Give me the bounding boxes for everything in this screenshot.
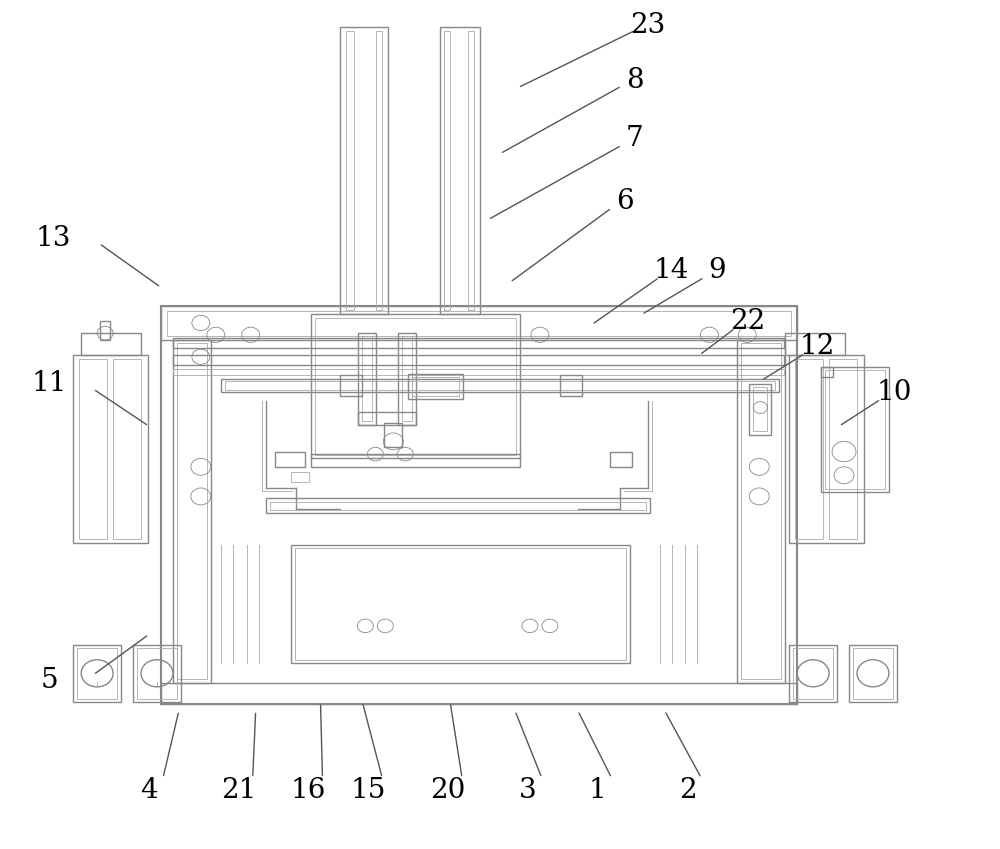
Bar — [412, 377, 459, 396]
Text: 6: 6 — [616, 188, 633, 216]
Bar — [358, 333, 376, 424]
Bar — [266, 498, 650, 514]
Text: 21: 21 — [221, 777, 256, 803]
Bar — [825, 370, 885, 489]
Text: 13: 13 — [36, 225, 71, 252]
Bar — [821, 367, 833, 377]
Bar — [137, 648, 177, 699]
Text: 11: 11 — [32, 370, 67, 397]
Text: 15: 15 — [351, 777, 386, 803]
Bar — [737, 340, 785, 683]
Bar — [749, 384, 771, 435]
Bar — [73, 355, 148, 543]
Bar — [795, 359, 823, 539]
Bar — [81, 333, 141, 355]
Bar — [311, 314, 520, 458]
Bar — [358, 412, 416, 424]
Bar — [167, 311, 791, 336]
Text: 12: 12 — [799, 333, 835, 360]
Bar — [408, 374, 463, 399]
Text: 10: 10 — [876, 379, 912, 406]
Bar — [275, 452, 305, 467]
Bar — [340, 375, 362, 396]
Bar — [789, 644, 837, 702]
Bar — [741, 343, 781, 679]
Bar — [376, 31, 382, 310]
Bar — [291, 472, 309, 482]
Bar — [173, 368, 784, 375]
Bar — [853, 648, 893, 699]
Bar — [173, 355, 784, 365]
Bar — [79, 359, 107, 539]
Bar — [821, 367, 889, 492]
Bar — [402, 336, 412, 421]
Text: 7: 7 — [626, 125, 644, 152]
Bar — [221, 379, 779, 392]
Bar — [311, 454, 520, 467]
Text: 4: 4 — [140, 777, 158, 803]
Bar — [789, 355, 864, 543]
Text: 14: 14 — [654, 257, 689, 284]
Text: 23: 23 — [630, 12, 665, 38]
Bar — [173, 340, 211, 683]
Text: 9: 9 — [709, 257, 726, 284]
Bar — [444, 31, 450, 310]
Bar — [161, 306, 797, 340]
Bar — [225, 381, 775, 390]
Bar — [133, 644, 181, 702]
Bar — [270, 502, 646, 510]
Text: 8: 8 — [626, 66, 643, 93]
Bar — [849, 644, 897, 702]
Bar — [398, 333, 416, 424]
Bar — [560, 375, 582, 396]
Text: 20: 20 — [430, 777, 466, 803]
Bar — [173, 338, 784, 348]
Bar — [610, 452, 632, 467]
Bar — [100, 321, 110, 340]
Text: 22: 22 — [730, 307, 765, 335]
Bar — [291, 545, 630, 663]
Bar — [315, 318, 516, 455]
Bar — [753, 387, 767, 431]
Text: 16: 16 — [291, 777, 326, 803]
Bar — [829, 359, 857, 539]
Text: 2: 2 — [679, 777, 696, 803]
Bar — [73, 644, 121, 702]
Bar — [340, 27, 388, 314]
Text: 5: 5 — [40, 666, 58, 694]
Bar — [161, 306, 797, 704]
Bar — [295, 548, 626, 660]
Bar — [177, 343, 207, 679]
Bar — [793, 648, 833, 699]
Bar — [346, 31, 354, 310]
Bar — [468, 31, 474, 310]
Bar — [362, 336, 372, 421]
Bar — [161, 683, 797, 704]
Text: 3: 3 — [519, 777, 537, 803]
Text: 1: 1 — [589, 777, 607, 803]
Bar — [785, 333, 845, 355]
Bar — [77, 648, 117, 699]
Bar — [113, 359, 141, 539]
Bar — [384, 423, 402, 447]
Bar — [440, 27, 480, 314]
